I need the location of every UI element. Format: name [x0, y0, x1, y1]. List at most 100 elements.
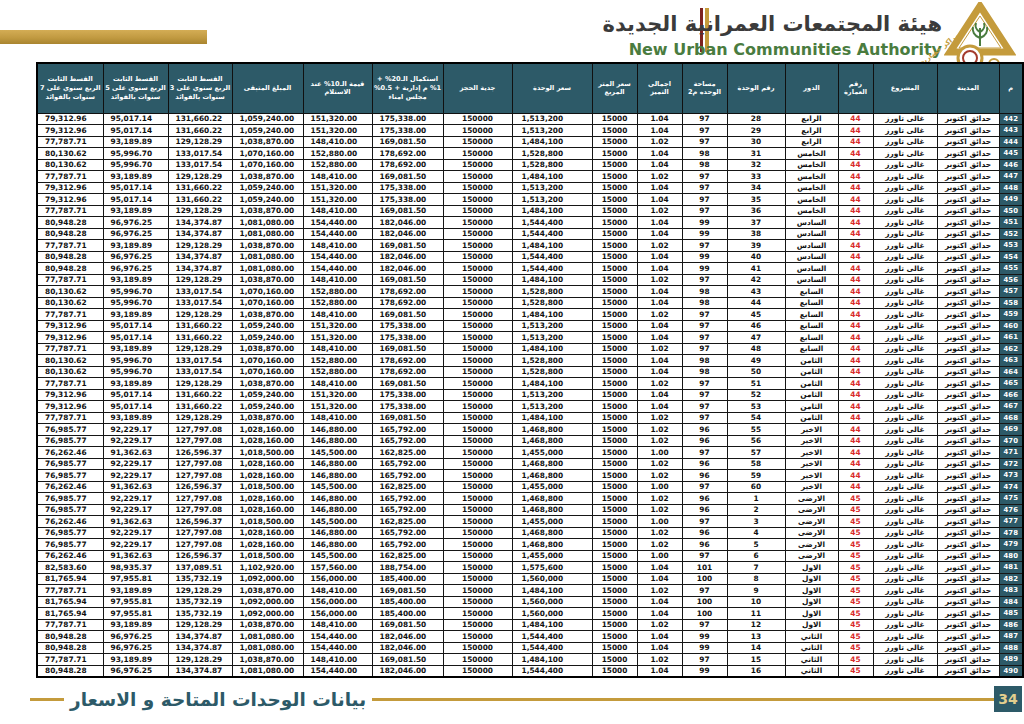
cell-deposit: 150000	[443, 159, 512, 171]
cell-completion_20: 169,081.50	[372, 309, 443, 321]
cell-remaining: 1,059,240.00	[232, 125, 303, 137]
cell-completion_20: 169,081.50	[372, 619, 443, 631]
cell-installment_7y: 76,985.77	[37, 504, 103, 516]
cell-installment_3y: 127,797.08	[168, 493, 232, 505]
cell-premium: 1.02	[637, 527, 682, 539]
cell-building: 44	[838, 309, 873, 321]
cell-completion_20: 165,792.00	[372, 527, 443, 539]
cell-value_10: 145,500.00	[303, 516, 372, 528]
cell-project: غالى تاورز	[873, 470, 937, 482]
cell-premium: 1.02	[637, 412, 682, 424]
cell-value_10: 151,320.00	[303, 125, 372, 137]
cell-installment_5y: 96,976.25	[103, 251, 168, 263]
table-row: 448حدائق اكتوبرغالى تاورز44الخامس34971.0…	[37, 182, 1023, 194]
cell-floor: الرابع	[785, 113, 838, 125]
cell-value_10: 152,880.00	[303, 297, 372, 309]
cell-value_10: 154,440.00	[303, 263, 372, 275]
authority-title-english: New Urban Communities Authority	[629, 40, 942, 59]
table-row: 450حدائق اكتوبرغالى تاورز44الخامس36971.0…	[37, 205, 1023, 217]
cell-installment_7y: 80,130.62	[37, 159, 103, 171]
cell-city: حدائق اكتوبر	[937, 562, 999, 574]
cell-serial: 468	[999, 412, 1023, 424]
cell-premium: 1.02	[637, 136, 682, 148]
cell-unit: 46	[727, 320, 785, 332]
cell-unit_price: 1,513,200	[512, 125, 592, 137]
cell-deposit: 150000	[443, 539, 512, 551]
cell-meter_price: 15000	[592, 320, 637, 332]
cell-value_10: 148,410.00	[303, 619, 372, 631]
cell-remaining: 1,038,870.00	[232, 136, 303, 148]
cell-building: 44	[838, 240, 873, 252]
cell-value_10: 151,320.00	[303, 113, 372, 125]
cell-value_10: 156,000.00	[303, 573, 372, 585]
cell-installment_3y: 129,128.29	[168, 136, 232, 148]
cell-meter_price: 15000	[592, 205, 637, 217]
cell-installment_7y: 77,787.71	[37, 343, 103, 355]
cell-installment_5y: 93,189.89	[103, 274, 168, 286]
cell-meter_price: 15000	[592, 182, 637, 194]
cell-installment_3y: 133,017.54	[168, 286, 232, 298]
cell-area: 97	[682, 194, 727, 206]
cell-building: 45	[838, 516, 873, 528]
cell-completion_20: 178,692.00	[372, 355, 443, 367]
cell-value_10: 151,320.00	[303, 389, 372, 401]
cell-project: غالى تاورز	[873, 125, 937, 137]
table-row: 454حدائق اكتوبرغالى تاورز44السادس40991.0…	[37, 251, 1023, 263]
cell-floor: الخامس	[785, 148, 838, 160]
cell-unit_price: 1,528,800	[512, 148, 592, 160]
cell-building: 44	[838, 274, 873, 286]
cell-installment_5y: 96,976.25	[103, 665, 168, 677]
cell-premium: 1.04	[637, 389, 682, 401]
cell-meter_price: 15000	[592, 619, 637, 631]
cell-project: غالى تاورز	[873, 389, 937, 401]
cell-value_10: 148,410.00	[303, 171, 372, 183]
cell-serial: 470	[999, 435, 1023, 447]
cell-floor: الثاني	[785, 642, 838, 654]
cell-premium: 1.02	[637, 458, 682, 470]
cell-project: غالى تاورز	[873, 297, 937, 309]
cell-installment_7y: 80,948.28	[37, 217, 103, 229]
cell-meter_price: 15000	[592, 481, 637, 493]
table-row: 447حدائق اكتوبرغالى تاورز44الخامس33971.0…	[37, 171, 1023, 183]
cell-serial: 459	[999, 309, 1023, 321]
cell-premium: 1.02	[637, 585, 682, 597]
cell-unit: 32	[727, 159, 785, 171]
cell-area: 98	[682, 297, 727, 309]
cell-deposit: 150000	[443, 355, 512, 367]
cell-area: 96	[682, 470, 727, 482]
cell-value_10: 148,410.00	[303, 412, 372, 424]
cell-unit: 47	[727, 332, 785, 344]
cell-serial: 481	[999, 562, 1023, 574]
cell-unit_price: 1,468,800	[512, 458, 592, 470]
cell-area: 100	[682, 608, 727, 620]
cell-deposit: 150000	[443, 228, 512, 240]
table-row: 457حدائق اكتوبرغالى تاورز44السابع43981.0…	[37, 286, 1023, 298]
cell-premium: 1.04	[637, 355, 682, 367]
cell-unit: 11	[727, 608, 785, 620]
cell-city: حدائق اكتوبر	[937, 309, 999, 321]
cell-value_10: 148,410.00	[303, 585, 372, 597]
table-row: 460حدائق اكتوبرغالى تاورز44السابع46971.0…	[37, 320, 1023, 332]
cell-meter_price: 15000	[592, 286, 637, 298]
cell-serial: 446	[999, 159, 1023, 171]
cell-area: 96	[682, 458, 727, 470]
cell-serial: 444	[999, 136, 1023, 148]
cell-unit: 60	[727, 481, 785, 493]
cell-serial: 487	[999, 631, 1023, 643]
cell-project: غالى تاورز	[873, 228, 937, 240]
cell-building: 45	[838, 631, 873, 643]
cell-area: 97	[682, 412, 727, 424]
cell-project: غالى تاورز	[873, 194, 937, 206]
cell-deposit: 150000	[443, 366, 512, 378]
cell-premium: 1.04	[637, 596, 682, 608]
cell-serial: 473	[999, 470, 1023, 482]
cell-floor: الثامن	[785, 412, 838, 424]
cell-installment_7y: 79,312.96	[37, 389, 103, 401]
cell-project: غالى تاورز	[873, 263, 937, 275]
cell-premium: 1.04	[637, 228, 682, 240]
cell-floor: الخامس	[785, 205, 838, 217]
cell-floor: الاول	[785, 619, 838, 631]
cell-meter_price: 15000	[592, 539, 637, 551]
cell-value_10: 148,410.00	[303, 309, 372, 321]
cell-area: 98	[682, 366, 727, 378]
